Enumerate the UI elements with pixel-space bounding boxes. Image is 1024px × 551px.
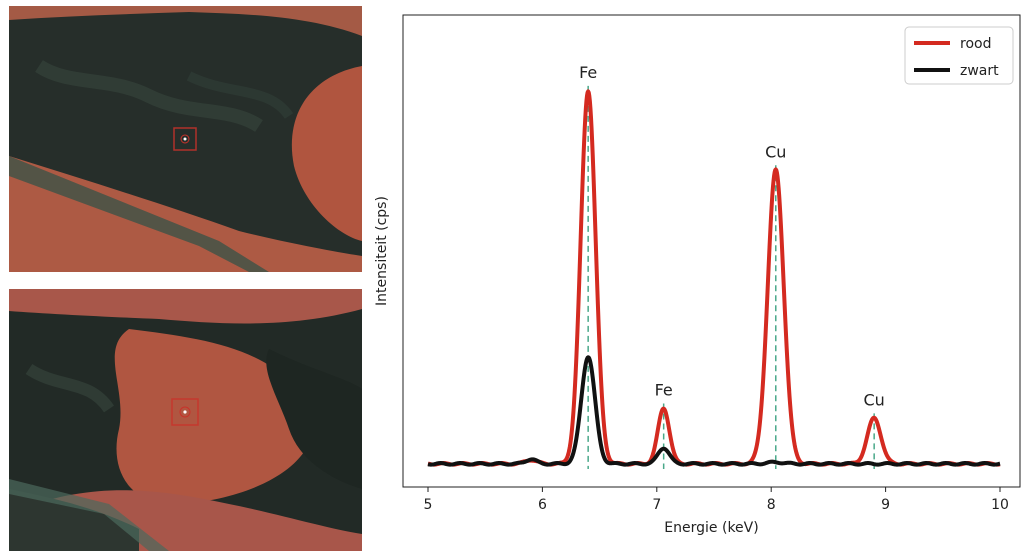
series-line-zwart: [426, 355, 1002, 467]
y-axis-title: Intensiteit (cps): [374, 196, 390, 306]
x-axis-title: Energie (keV): [664, 520, 758, 536]
x-tick-label: 9: [881, 497, 890, 513]
peak-label: Cu: [864, 390, 885, 409]
photo-bottom: [9, 289, 362, 551]
peak-labels: Fe Fe Cu Cu: [579, 63, 885, 410]
legend-label-rood: rood: [960, 36, 991, 52]
peak-markers: [587, 85, 875, 469]
spectrum-chart: 5 6 7 8 9 10 Fe Fe Cu Cu Energie (keV) Intensite…: [374, 14, 1021, 536]
x-axis-ticks: 5 6 7 8 9 10: [424, 487, 1009, 513]
peak-label: Fe: [655, 380, 673, 399]
x-tick-label: 7: [652, 497, 661, 513]
crosshair-icon: [173, 127, 197, 151]
legend-label-zwart: zwart: [960, 63, 999, 79]
plot-frame: [402, 14, 1021, 488]
x-tick-label: 10: [991, 497, 1009, 513]
x-tick-label: 5: [424, 497, 433, 513]
peak-label: Fe: [579, 63, 597, 82]
legend: rood zwart: [904, 26, 1014, 85]
x-tick-label: 8: [767, 497, 776, 513]
crosshair-icon: [171, 398, 199, 426]
peak-label: Cu: [765, 142, 786, 161]
photo-top: [9, 6, 362, 272]
series-line-rood: [426, 89, 1002, 467]
series-lines: [426, 89, 1002, 467]
x-tick-label: 6: [538, 497, 547, 513]
